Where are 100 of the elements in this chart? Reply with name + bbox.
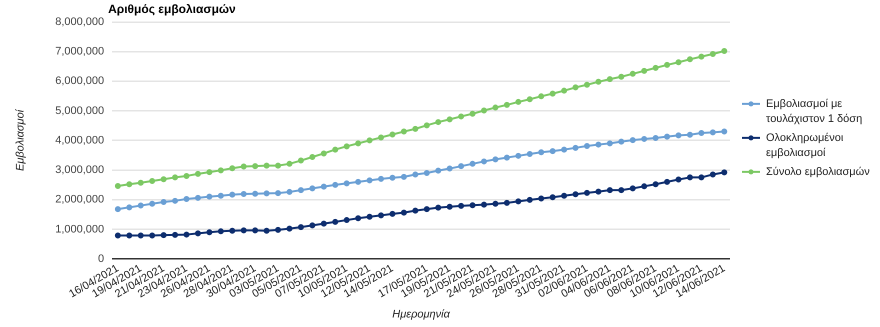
point xyxy=(652,64,659,71)
point xyxy=(206,194,212,200)
point xyxy=(721,128,728,135)
point xyxy=(446,204,453,210)
point xyxy=(515,198,522,204)
point xyxy=(710,129,716,136)
point xyxy=(194,230,201,236)
point xyxy=(584,143,590,150)
point xyxy=(492,200,498,207)
point xyxy=(114,232,121,238)
legend-label: Εμβολιασμοί με τουλάχιστον 1 δόση xyxy=(766,98,862,125)
point xyxy=(561,192,568,199)
point xyxy=(664,134,670,140)
point xyxy=(229,165,236,172)
point xyxy=(264,162,270,169)
point xyxy=(606,76,613,82)
point xyxy=(320,150,327,156)
point xyxy=(400,210,407,216)
point xyxy=(538,195,544,202)
point xyxy=(504,154,510,161)
point xyxy=(481,202,487,208)
point xyxy=(344,180,350,186)
point xyxy=(618,138,624,145)
point xyxy=(652,181,659,188)
point xyxy=(194,170,201,177)
point xyxy=(389,174,396,181)
point xyxy=(641,136,648,142)
point xyxy=(378,176,384,182)
point xyxy=(332,182,338,188)
y-tick-label: 6,000,000 xyxy=(55,75,104,88)
point xyxy=(389,132,396,138)
point xyxy=(286,160,292,167)
point xyxy=(504,102,510,108)
point xyxy=(275,226,282,233)
point xyxy=(561,88,568,94)
point xyxy=(218,192,224,199)
point xyxy=(676,132,682,138)
point xyxy=(458,163,464,170)
point xyxy=(126,204,132,210)
point xyxy=(676,59,682,66)
point xyxy=(378,134,384,140)
point xyxy=(149,178,156,184)
point xyxy=(652,135,659,142)
point xyxy=(618,74,624,80)
point xyxy=(309,185,316,192)
point xyxy=(160,199,167,205)
point xyxy=(309,154,316,160)
point xyxy=(504,200,510,206)
point xyxy=(630,137,636,144)
point xyxy=(298,224,304,230)
point xyxy=(481,108,487,114)
point xyxy=(252,190,258,197)
y-tick-label: 5,000,000 xyxy=(55,104,104,117)
point xyxy=(332,146,338,153)
point xyxy=(412,171,418,178)
point xyxy=(138,180,144,186)
y-tick-label: 8,000,000 xyxy=(55,16,104,28)
point xyxy=(160,232,167,238)
point xyxy=(218,228,224,234)
point xyxy=(172,232,178,238)
point xyxy=(309,222,316,228)
point xyxy=(595,188,602,195)
point xyxy=(344,143,350,150)
point xyxy=(172,198,178,204)
point xyxy=(160,176,167,182)
point xyxy=(550,148,556,154)
point xyxy=(400,174,407,180)
point xyxy=(366,214,373,220)
point xyxy=(355,140,362,146)
point xyxy=(240,191,247,198)
point xyxy=(355,178,362,185)
point xyxy=(572,84,579,90)
point xyxy=(252,163,258,170)
point xyxy=(264,228,270,234)
point xyxy=(470,110,476,117)
point xyxy=(561,146,568,153)
point xyxy=(470,160,476,167)
point xyxy=(698,54,704,60)
point xyxy=(412,126,418,132)
point xyxy=(252,227,258,234)
point xyxy=(618,187,624,194)
point xyxy=(286,226,292,232)
y-tick-label: 3,000,000 xyxy=(55,164,104,176)
point xyxy=(184,172,190,179)
point xyxy=(572,191,579,198)
point xyxy=(194,194,201,201)
point xyxy=(389,210,396,217)
y-tick-label: 7,000,000 xyxy=(55,46,104,58)
point xyxy=(641,183,648,190)
point xyxy=(149,232,156,238)
point xyxy=(114,183,121,190)
point xyxy=(481,158,487,164)
point xyxy=(515,98,522,105)
point xyxy=(378,212,384,218)
point xyxy=(492,156,498,162)
point xyxy=(698,174,704,180)
point xyxy=(664,178,670,185)
point xyxy=(698,130,704,136)
point xyxy=(538,149,544,156)
point xyxy=(721,169,728,176)
